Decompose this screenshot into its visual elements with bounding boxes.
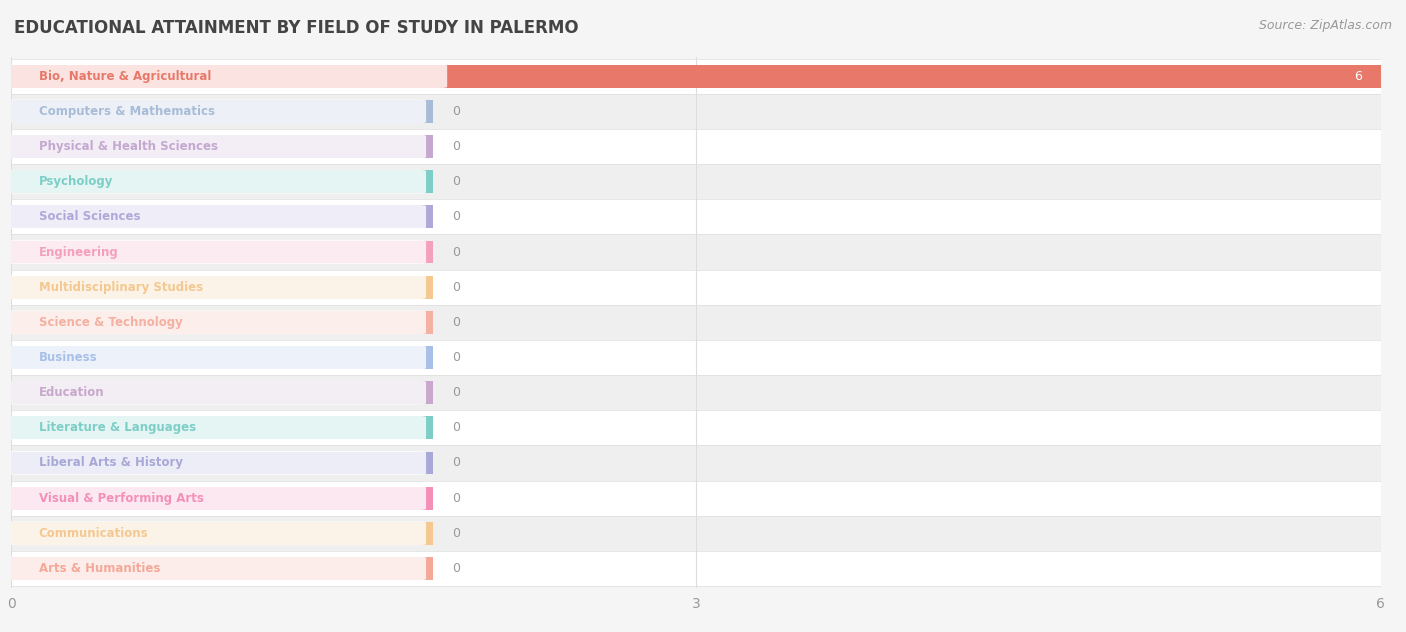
Bar xyxy=(11,381,433,404)
Text: EDUCATIONAL ATTAINMENT BY FIELD OF STUDY IN PALERMO: EDUCATIONAL ATTAINMENT BY FIELD OF STUDY… xyxy=(14,19,579,37)
FancyBboxPatch shape xyxy=(7,451,426,475)
Bar xyxy=(11,451,433,475)
FancyBboxPatch shape xyxy=(7,170,426,193)
Bar xyxy=(11,270,1381,305)
Text: 0: 0 xyxy=(451,422,460,434)
Bar xyxy=(11,311,433,334)
Bar xyxy=(11,346,433,369)
FancyBboxPatch shape xyxy=(7,557,426,580)
FancyBboxPatch shape xyxy=(7,521,426,545)
Text: 0: 0 xyxy=(451,386,460,399)
Text: 0: 0 xyxy=(451,316,460,329)
Bar xyxy=(11,375,1381,410)
Bar xyxy=(11,446,1381,480)
Text: 0: 0 xyxy=(451,175,460,188)
Text: 0: 0 xyxy=(451,281,460,294)
Text: 0: 0 xyxy=(451,245,460,258)
FancyBboxPatch shape xyxy=(7,99,426,123)
Bar xyxy=(11,129,1381,164)
Bar xyxy=(11,65,1381,88)
Bar xyxy=(11,205,433,228)
Text: Engineering: Engineering xyxy=(38,245,118,258)
Text: Science & Technology: Science & Technology xyxy=(38,316,183,329)
Bar xyxy=(11,340,1381,375)
Text: 0: 0 xyxy=(451,562,460,575)
Text: Visual & Performing Arts: Visual & Performing Arts xyxy=(38,492,204,504)
Bar xyxy=(11,241,433,264)
Text: Business: Business xyxy=(38,351,97,364)
FancyBboxPatch shape xyxy=(7,310,426,334)
Bar xyxy=(11,305,1381,340)
Text: 0: 0 xyxy=(451,351,460,364)
Bar xyxy=(11,59,1381,94)
Bar xyxy=(11,551,1381,586)
FancyBboxPatch shape xyxy=(7,346,426,369)
Bar xyxy=(11,416,433,439)
Text: Multidisciplinary Studies: Multidisciplinary Studies xyxy=(38,281,202,294)
Text: Communications: Communications xyxy=(38,526,148,540)
Bar xyxy=(11,480,1381,516)
Bar xyxy=(11,410,1381,446)
FancyBboxPatch shape xyxy=(7,416,426,440)
Bar xyxy=(11,94,1381,129)
Bar xyxy=(11,276,433,298)
Text: Arts & Humanities: Arts & Humanities xyxy=(38,562,160,575)
FancyBboxPatch shape xyxy=(7,276,426,299)
Bar xyxy=(11,557,433,580)
Bar xyxy=(11,234,1381,270)
Bar xyxy=(11,522,433,545)
Text: 0: 0 xyxy=(451,105,460,118)
Bar xyxy=(11,516,1381,551)
Bar xyxy=(11,164,1381,199)
Text: 6: 6 xyxy=(1354,70,1362,83)
Text: 0: 0 xyxy=(451,456,460,470)
Text: 0: 0 xyxy=(451,526,460,540)
FancyBboxPatch shape xyxy=(7,135,426,159)
FancyBboxPatch shape xyxy=(7,205,426,229)
Text: 0: 0 xyxy=(451,140,460,153)
Text: Physical & Health Sciences: Physical & Health Sciences xyxy=(38,140,218,153)
Text: Source: ZipAtlas.com: Source: ZipAtlas.com xyxy=(1258,19,1392,32)
Text: Computers & Mathematics: Computers & Mathematics xyxy=(38,105,215,118)
Text: Social Sciences: Social Sciences xyxy=(38,210,141,223)
FancyBboxPatch shape xyxy=(7,64,447,88)
Bar xyxy=(11,487,433,509)
FancyBboxPatch shape xyxy=(7,380,426,404)
Text: Literature & Languages: Literature & Languages xyxy=(38,422,195,434)
Bar xyxy=(11,135,433,158)
Bar xyxy=(11,199,1381,234)
Text: Liberal Arts & History: Liberal Arts & History xyxy=(38,456,183,470)
Text: Bio, Nature & Agricultural: Bio, Nature & Agricultural xyxy=(38,70,211,83)
Text: 0: 0 xyxy=(451,210,460,223)
Bar xyxy=(11,100,433,123)
FancyBboxPatch shape xyxy=(7,240,426,264)
Text: 0: 0 xyxy=(451,492,460,504)
Text: Education: Education xyxy=(38,386,104,399)
FancyBboxPatch shape xyxy=(7,486,426,510)
Text: Psychology: Psychology xyxy=(38,175,112,188)
Bar xyxy=(11,170,433,193)
